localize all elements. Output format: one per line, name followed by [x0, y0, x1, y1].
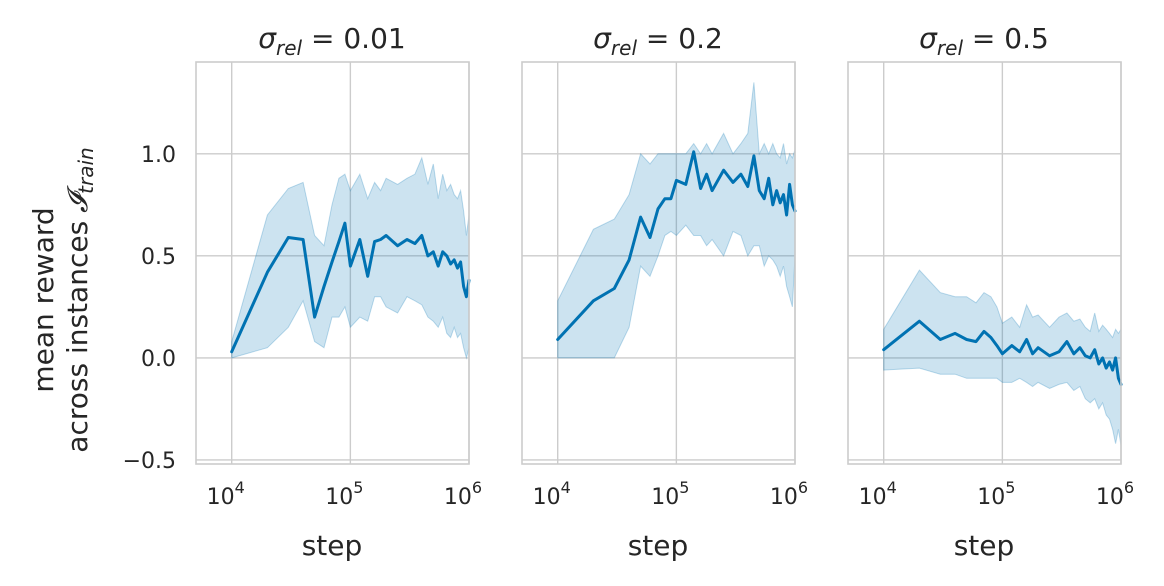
panel-1-y-tick-label: 0.5 — [141, 245, 176, 270]
panel-3-x-ticks: 104 105 106 — [859, 478, 1134, 510]
y-axis-label-line2-text: across instances — [61, 221, 94, 453]
panel-1-frame — [195, 61, 470, 465]
y-axis-label: mean reward across instances𝓘train — [27, 147, 98, 452]
panel-1-title: σrel = 0.01 — [258, 22, 405, 60]
panel-2-x-tick-label: 106 — [770, 478, 808, 510]
panel-1-x-tick-label: 105 — [325, 478, 363, 510]
panel-1-title-value: = 0.01 — [302, 22, 406, 55]
x-tick-exponent: 6 — [472, 478, 482, 497]
y-axis-label-subscript: train — [74, 147, 98, 194]
y-axis-label-line1: mean reward — [27, 207, 60, 392]
panel-3-line-group — [882, 319, 1123, 386]
panel-1-title-sigma: σ — [258, 22, 277, 55]
panel-2: σrel = 0.2 104 105 106 step — [521, 22, 808, 562]
x-tick-exponent: 6 — [1124, 478, 1134, 497]
panel-3-title-sigma: σ — [919, 22, 938, 55]
panel-3-x-tick-label: 104 — [859, 478, 897, 510]
panel-3: σrel = 0.5 104 105 106 step — [847, 22, 1134, 562]
panel-1-y-tick-label: 0.0 — [141, 347, 176, 372]
panel-1-y-ticks: −0.5 0.0 0.5 1.0 — [123, 143, 176, 474]
panel-2-title-value: = 0.2 — [637, 22, 723, 55]
panel-3-grid — [848, 62, 1122, 464]
panel-3-title-sub: rel — [937, 36, 964, 60]
panel-3-frame — [847, 61, 1122, 465]
x-tick-exponent: 6 — [798, 478, 808, 497]
panel-2-mean-line — [556, 150, 797, 341]
x-tick-exponent: 4 — [887, 478, 897, 497]
x-tick-base: 10 — [207, 485, 235, 510]
panel-1-mean-line — [230, 221, 471, 354]
panel-3-title: σrel = 0.5 — [919, 22, 1049, 60]
panel-1-title-sub: rel — [276, 36, 303, 60]
x-tick-exponent: 5 — [353, 478, 363, 497]
x-tick-base: 10 — [977, 485, 1005, 510]
x-tick-exponent: 4 — [235, 478, 245, 497]
panel-2-x-axis-label: step — [628, 529, 689, 562]
x-tick-exponent: 4 — [561, 478, 571, 497]
y-axis-label-line2: across instances𝓘train — [61, 147, 98, 452]
panel-2-x-ticks: 104 105 106 — [533, 478, 808, 510]
x-tick-base: 10 — [770, 485, 798, 510]
panel-1-x-tick-label: 104 — [207, 478, 245, 510]
panel-1-y-tick-label: 1.0 — [141, 143, 176, 168]
panel-1-x-tick-label: 106 — [444, 478, 482, 510]
x-tick-base: 10 — [325, 485, 353, 510]
panel-2-title-sigma: σ — [593, 22, 612, 55]
x-tick-base: 10 — [533, 485, 561, 510]
panel-1-line-group — [230, 221, 471, 354]
x-tick-base: 10 — [859, 485, 887, 510]
panel-3-x-axis-label: step — [954, 529, 1015, 562]
panel-3-mean-line — [882, 319, 1123, 386]
panel-2-line-group — [556, 150, 797, 341]
panel-1-y-tick-label: −0.5 — [123, 449, 176, 474]
x-tick-base: 10 — [444, 485, 472, 510]
panel-2-x-tick-label: 104 — [533, 478, 571, 510]
panel-1: σrel = 0.01 104 105 106 −0.50.00.51.0 step — [123, 22, 483, 562]
panel-3-title-value: = 0.5 — [963, 22, 1049, 55]
x-tick-base: 10 — [1096, 485, 1124, 510]
panel-1-x-axis-label: step — [302, 529, 363, 562]
panel-3-x-tick-label: 105 — [977, 478, 1015, 510]
panel-3-x-tick-label: 106 — [1096, 478, 1134, 510]
x-tick-exponent: 5 — [679, 478, 689, 497]
x-tick-exponent: 5 — [1005, 478, 1015, 497]
panel-1-x-ticks: 104 105 106 — [207, 478, 482, 510]
panel-2-title-sub: rel — [611, 36, 638, 60]
panel-2-title: σrel = 0.2 — [593, 22, 723, 60]
x-tick-base: 10 — [651, 485, 679, 510]
panel-2-frame — [521, 61, 796, 465]
panel-2-x-tick-label: 105 — [651, 478, 689, 510]
